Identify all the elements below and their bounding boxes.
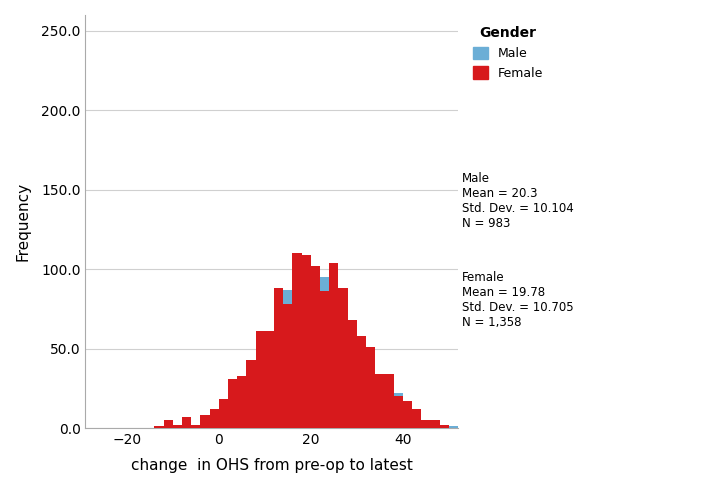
Bar [338,312,348,428]
Bar [357,336,366,428]
Bar [329,263,338,428]
Bar [348,353,357,428]
Text: Female
Mean = 19.78
Std. Dev. = 10.705
N = 1,358: Female Mean = 19.78 Std. Dev. = 10.705 N… [462,271,573,329]
Bar [366,385,375,428]
Bar [246,369,256,428]
Bar [155,427,163,428]
Bar [311,312,320,428]
Bar [412,409,421,428]
Bar [228,379,238,428]
Bar [200,415,210,428]
Bar [256,376,265,428]
Bar [173,425,182,428]
Bar [431,420,440,428]
Bar [192,425,200,428]
Bar [182,423,192,428]
Bar [302,315,311,428]
Bar [238,376,246,428]
Bar [192,425,200,428]
Bar [421,422,431,428]
Bar [292,253,302,428]
Bar [375,379,384,428]
Bar [384,374,394,428]
Bar [357,363,366,428]
Bar [210,415,219,428]
Bar [320,291,329,428]
Bar [421,420,431,428]
Bar [210,409,219,428]
Bar [440,425,449,428]
Bar [274,288,283,428]
Y-axis label: Frequency: Frequency [15,182,30,261]
Bar [403,415,412,428]
Bar [256,331,265,428]
Bar [283,290,292,428]
Bar [394,396,403,428]
Bar [302,255,311,428]
Bar [182,417,192,428]
Bar [431,422,440,428]
X-axis label: change  in OHS from pre-op to latest: change in OHS from pre-op to latest [131,458,413,473]
Bar [283,304,292,428]
Bar [274,331,283,428]
Bar [219,400,228,428]
Bar [228,404,238,428]
Bar [292,331,302,428]
Bar [338,288,348,428]
Bar [329,328,338,428]
Legend: Male, Female: Male, Female [468,21,549,85]
Bar [238,384,246,428]
Bar [403,401,412,428]
Bar [219,414,228,428]
Bar [320,277,329,428]
Bar [246,360,256,428]
Bar [265,331,274,428]
Bar [311,266,320,428]
Bar [163,420,173,428]
Bar [375,374,384,428]
Text: Male
Mean = 20.3
Std. Dev. = 10.104
N = 983: Male Mean = 20.3 Std. Dev. = 10.104 N = … [462,172,574,230]
Bar [348,320,357,428]
Bar [265,344,274,428]
Bar [155,427,163,428]
Bar [449,427,458,428]
Bar [412,417,421,428]
Bar [366,347,375,428]
Bar [384,404,394,428]
Bar [394,393,403,428]
Bar [200,425,210,428]
